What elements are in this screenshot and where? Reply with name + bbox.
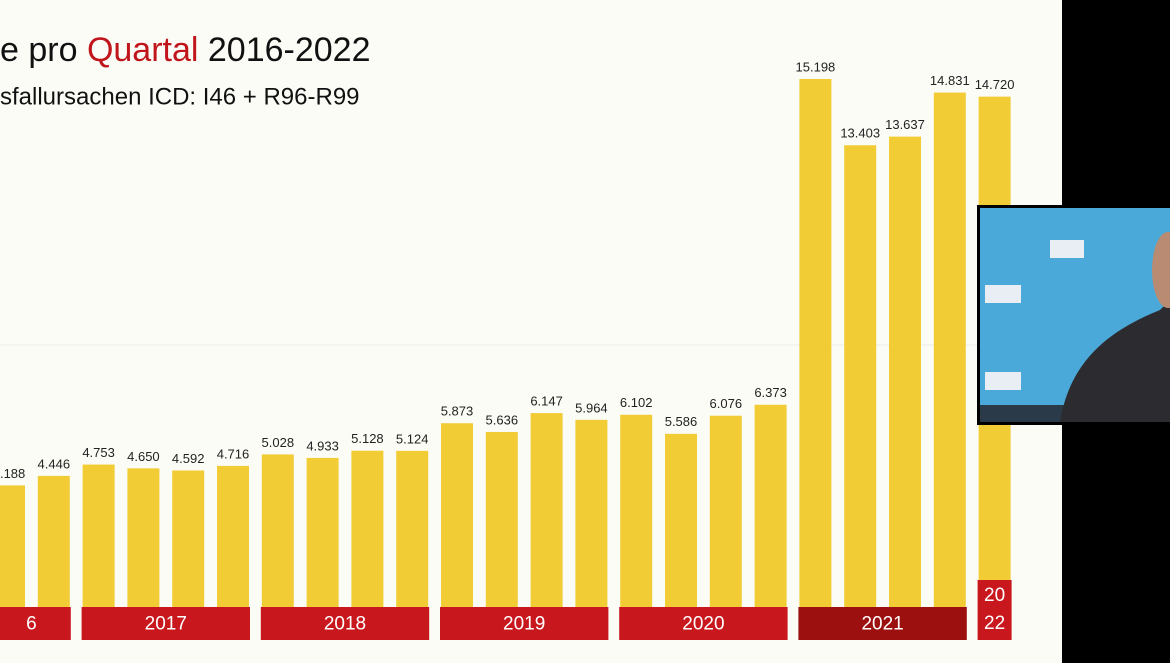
- bar: [575, 419, 608, 640]
- year-band: [0, 607, 71, 640]
- bar: [709, 415, 742, 640]
- logo: [985, 285, 1021, 303]
- data-label: 14.720: [975, 77, 1015, 92]
- bar: [889, 136, 921, 641]
- data-label: 14.831: [930, 73, 970, 88]
- data-label: 5.128: [351, 431, 384, 446]
- bar: [799, 79, 832, 640]
- chart-title: e pro Quartal 2016-2022: [0, 31, 371, 69]
- year-label: 22: [984, 613, 1005, 634]
- year-label: 2019: [503, 614, 545, 635]
- year-label: 2021: [861, 614, 903, 635]
- data-label: 5.028: [262, 435, 295, 450]
- data-label: 4.753: [82, 445, 115, 460]
- logo: [985, 372, 1021, 390]
- data-label: 6.102: [620, 395, 653, 410]
- data-label: 4.650: [127, 449, 160, 464]
- data-label: 6.147: [530, 394, 563, 409]
- video-overlay: [977, 205, 1170, 425]
- year-band: [798, 607, 967, 640]
- data-label: 13.637: [885, 117, 925, 132]
- data-label: 5.636: [486, 412, 519, 427]
- bar: [933, 92, 966, 640]
- bar: [665, 433, 697, 640]
- bar: [485, 431, 518, 640]
- year-band: [977, 580, 1012, 640]
- data-label: 6.373: [754, 385, 787, 400]
- data-label: 4.716: [217, 446, 250, 461]
- year-label: 20: [984, 585, 1005, 606]
- data-label: 4.188: [0, 466, 25, 481]
- data-label: 4.592: [172, 451, 205, 466]
- data-label: 6.076: [710, 396, 743, 411]
- bar: [844, 145, 877, 640]
- year-label: 2017: [145, 614, 187, 635]
- data-label: 4.933: [306, 438, 339, 453]
- logo: [1050, 240, 1084, 258]
- data-label: 5.964: [575, 400, 608, 415]
- chart-subtitle: sfallursachen ICD: I46 + R96-R99: [0, 83, 360, 110]
- bar: [620, 414, 653, 640]
- data-label: 5.873: [441, 404, 474, 419]
- year-band: [619, 607, 788, 640]
- face: [1152, 232, 1170, 308]
- year-band: [81, 607, 250, 640]
- data-label: 4.446: [38, 456, 71, 471]
- bar: [754, 404, 787, 640]
- year-label: 2018: [324, 614, 366, 635]
- year-label: 6: [26, 614, 37, 635]
- data-label: 13.403: [840, 126, 880, 141]
- year-label: 2020: [682, 614, 724, 635]
- bar: [441, 423, 473, 640]
- data-label: 15.198: [796, 59, 836, 74]
- year-band: [260, 607, 430, 640]
- person: [1060, 300, 1170, 422]
- bar: [530, 413, 563, 640]
- data-label: 5.124: [396, 431, 429, 446]
- year-band: [440, 607, 609, 640]
- data-label: 5.586: [665, 414, 698, 429]
- table: [980, 405, 1070, 422]
- plot: 4.188 4.446 6 4.753 4.650 4.592 4.716 2017 5.028…: [0, 59, 1015, 641]
